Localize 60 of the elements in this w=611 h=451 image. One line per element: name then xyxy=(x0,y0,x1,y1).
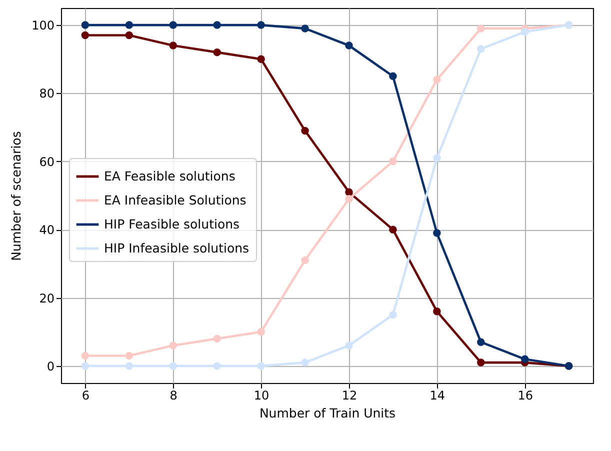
point xyxy=(520,355,529,363)
point xyxy=(81,21,90,29)
point xyxy=(389,158,397,166)
y-tick-label: 0 xyxy=(46,359,54,374)
point xyxy=(125,31,134,40)
point xyxy=(257,362,265,370)
point xyxy=(213,48,221,56)
point xyxy=(433,154,441,162)
point xyxy=(389,72,397,80)
x-tick-label: 12 xyxy=(342,388,358,402)
point xyxy=(125,21,134,29)
x-axis-title: Number of Train Units xyxy=(259,406,396,420)
y-tick-label: 80 xyxy=(39,86,54,101)
y-tick-label: 100 xyxy=(32,18,54,33)
point xyxy=(520,28,529,36)
point xyxy=(477,45,485,53)
point xyxy=(257,55,265,63)
point xyxy=(433,229,441,237)
point xyxy=(125,352,134,360)
point xyxy=(81,352,90,360)
point xyxy=(345,195,353,203)
x-tick-label: 16 xyxy=(518,388,533,402)
y-tick-label: 40 xyxy=(39,223,54,238)
point xyxy=(257,328,265,336)
point xyxy=(345,342,353,350)
point xyxy=(213,362,221,370)
point xyxy=(477,338,485,346)
point xyxy=(477,24,485,32)
point xyxy=(213,334,221,343)
legend-label: HIP Feasible solutions xyxy=(104,216,240,232)
point xyxy=(81,31,90,40)
legend-label: EA Feasible solutions xyxy=(104,168,236,184)
point xyxy=(169,362,177,370)
legend-label: HIP Infeasible solutions xyxy=(104,240,250,256)
legend-label: EA Infeasible Solutions xyxy=(104,192,246,208)
point xyxy=(477,358,485,366)
point xyxy=(389,226,397,234)
point xyxy=(301,256,309,264)
y-axis-title: Number of scenarios xyxy=(8,131,24,261)
point xyxy=(433,308,441,316)
point xyxy=(257,21,265,29)
x-tick-label: 10 xyxy=(254,388,270,402)
point xyxy=(169,342,177,350)
point xyxy=(433,76,441,84)
y-tick-label: 20 xyxy=(39,291,54,306)
x-tick-label: 14 xyxy=(430,388,446,402)
y-tick-label: 60 xyxy=(39,154,54,169)
point xyxy=(169,42,177,50)
point xyxy=(301,24,309,32)
point xyxy=(389,310,397,319)
point xyxy=(81,362,90,370)
x-tick-label: 6 xyxy=(82,388,90,402)
point xyxy=(213,21,221,29)
point xyxy=(169,21,177,29)
point xyxy=(301,126,309,135)
point xyxy=(345,188,353,196)
x-tick-label: 8 xyxy=(170,388,178,402)
point xyxy=(125,362,134,370)
point xyxy=(301,358,309,366)
point xyxy=(345,42,353,50)
